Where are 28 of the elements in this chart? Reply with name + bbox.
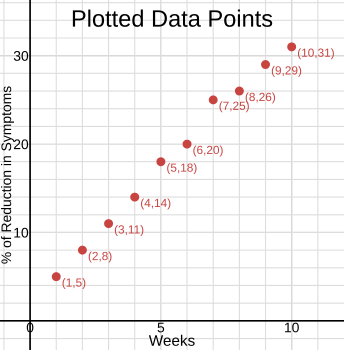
point xyxy=(234,86,244,96)
annotation: (9,29) xyxy=(272,66,302,77)
point xyxy=(261,60,270,70)
x-axis-title: Weeks xyxy=(148,334,195,346)
annotation: (4,14) xyxy=(141,198,170,210)
annotation: (5,18) xyxy=(167,163,197,174)
point xyxy=(287,42,296,52)
annotation: (7,25) xyxy=(219,101,249,112)
y-tick-label: 20 xyxy=(14,139,28,150)
annotation: (8,26) xyxy=(246,92,276,104)
point xyxy=(104,219,114,228)
y-axis-title: % of Reduction in Symptoms xyxy=(1,86,14,264)
annotation: (2,8) xyxy=(88,252,112,263)
y-tick-label: 10 xyxy=(14,228,28,238)
point xyxy=(156,157,166,166)
chart-title: Plotted Data Points xyxy=(72,10,272,27)
x-tick-label: 5 xyxy=(158,322,164,332)
annotation: (6,20) xyxy=(193,145,223,156)
x-tick-label: 10 xyxy=(285,322,299,332)
point xyxy=(182,140,192,149)
annotation: (10,31) xyxy=(298,48,334,60)
annotation: (1,5) xyxy=(62,278,86,290)
point xyxy=(78,246,87,255)
annotation: (3,11) xyxy=(114,225,144,236)
point xyxy=(52,272,61,282)
point xyxy=(130,192,140,202)
y-tick-label: 30 xyxy=(14,51,28,61)
point xyxy=(208,95,218,104)
